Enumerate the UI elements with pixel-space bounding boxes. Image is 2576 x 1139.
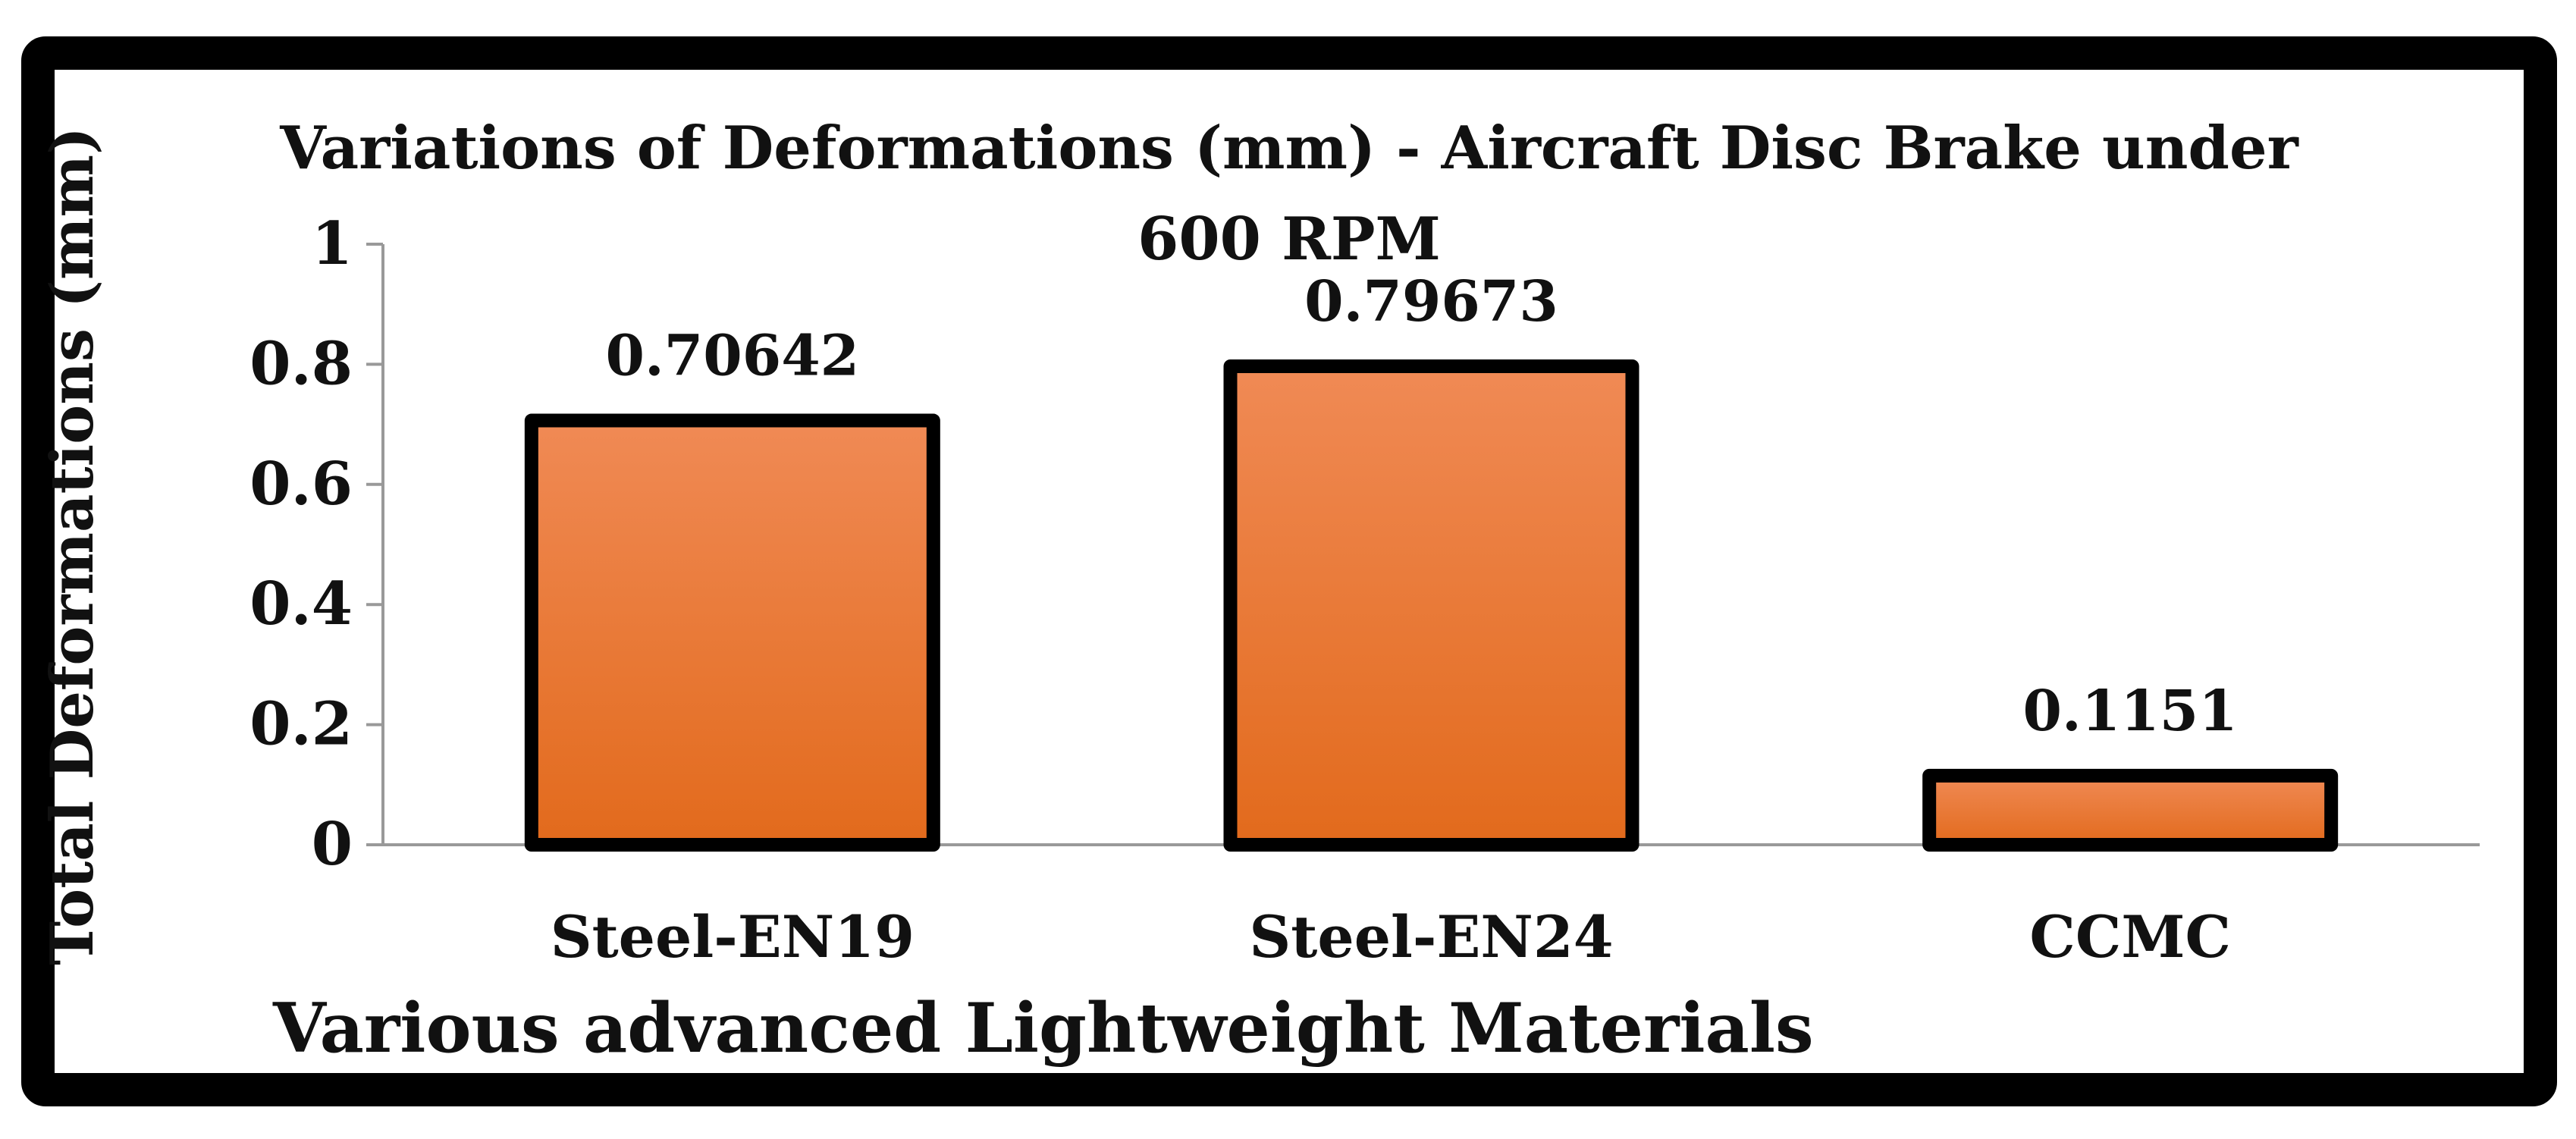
chart-title-line-2: 600 RPM [1137,205,1441,274]
data-label: 0.70642 [605,324,859,389]
y-tick-label: 0.4 [249,570,353,639]
chart-title-line-1: Variations of Deformations (mm) - Aircra… [279,114,2298,183]
y-tick-label: 0.6 [249,450,353,519]
bar-steel-en24 [1223,359,1639,852]
y-tick-label: 0.2 [249,690,353,759]
x-tick-label: Steel-EN24 [1249,903,1613,971]
data-label: 0.79673 [1304,269,1558,334]
y-tick-label: 0.8 [249,329,353,398]
data-label: 0.1151 [2023,679,2238,744]
bars: 0.70642 0.79673 0.1151 [524,269,2339,852]
y-ticks: 0 0.2 0.4 0.6 0.8 1 [249,209,383,879]
x-tick-labels: Steel-EN19 Steel-EN24 CCMC [551,903,2231,971]
bar-steel-en19 [524,413,940,852]
y-axis-title: Total Deformations (mm) [38,127,107,965]
x-tick-label: CCMC [2029,903,2231,971]
x-tick-label: Steel-EN19 [551,903,915,971]
x-axis-title: Various advanced Lightweight Materials [272,988,1814,1068]
bar-ccmc [1922,768,2339,852]
y-tick-label: 0 [312,810,353,879]
y-tick-label: 1 [312,209,353,278]
